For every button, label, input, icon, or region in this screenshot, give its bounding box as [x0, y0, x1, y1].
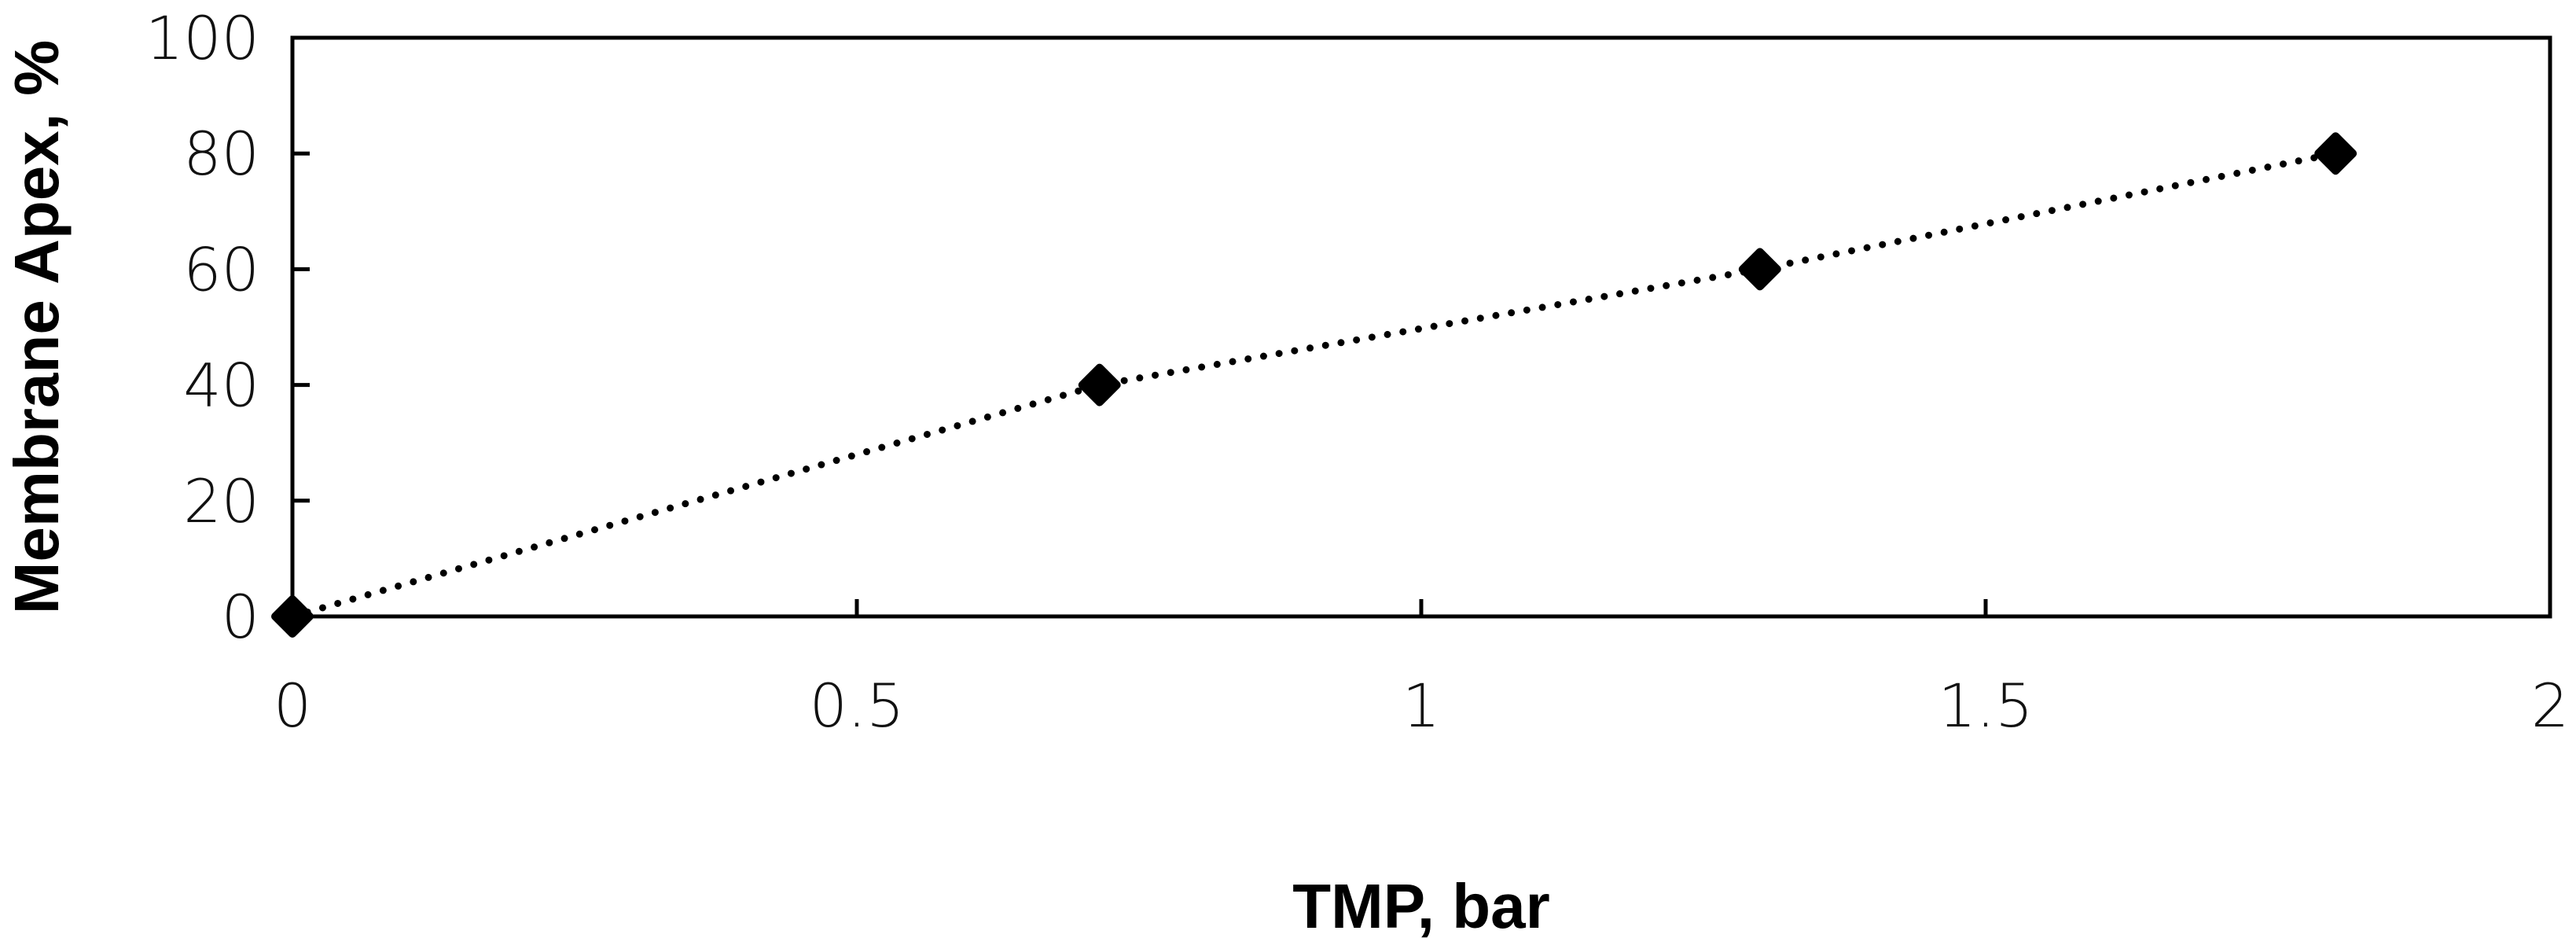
data-point	[1738, 248, 1781, 291]
data-markers	[271, 132, 2357, 638]
x-tick-label: 0	[274, 671, 311, 741]
x-axis-tick-labels: 0 0.5 1 1.5 2	[274, 671, 2569, 741]
y-axis-tick-labels: 0 20 40 60 80 100	[145, 3, 259, 652]
trendline	[288, 149, 2339, 620]
x-tick-label: 2	[2531, 671, 2569, 741]
y-tick-label: 60	[183, 234, 259, 304]
y-tick-label: 80	[183, 119, 259, 189]
y-tick-label: 40	[183, 351, 259, 421]
x-axis-title: TMP, bar	[1292, 871, 1550, 941]
data-point	[1078, 363, 1121, 406]
data-point	[271, 595, 314, 638]
x-tick-label: 1.5	[1938, 671, 2034, 741]
y-tick-label: 100	[145, 3, 259, 73]
y-tick-label: 20	[183, 466, 259, 536]
x-tick-label: 1	[1402, 671, 1440, 741]
y-tick-label: 0	[222, 582, 259, 652]
data-point	[2314, 132, 2357, 175]
x-tick-label: 0.5	[810, 671, 905, 741]
y-axis-ticks	[292, 35, 310, 619]
x-axis-ticks	[290, 599, 2552, 616]
y-axis-title: Membrane Apex, %	[2, 40, 72, 615]
